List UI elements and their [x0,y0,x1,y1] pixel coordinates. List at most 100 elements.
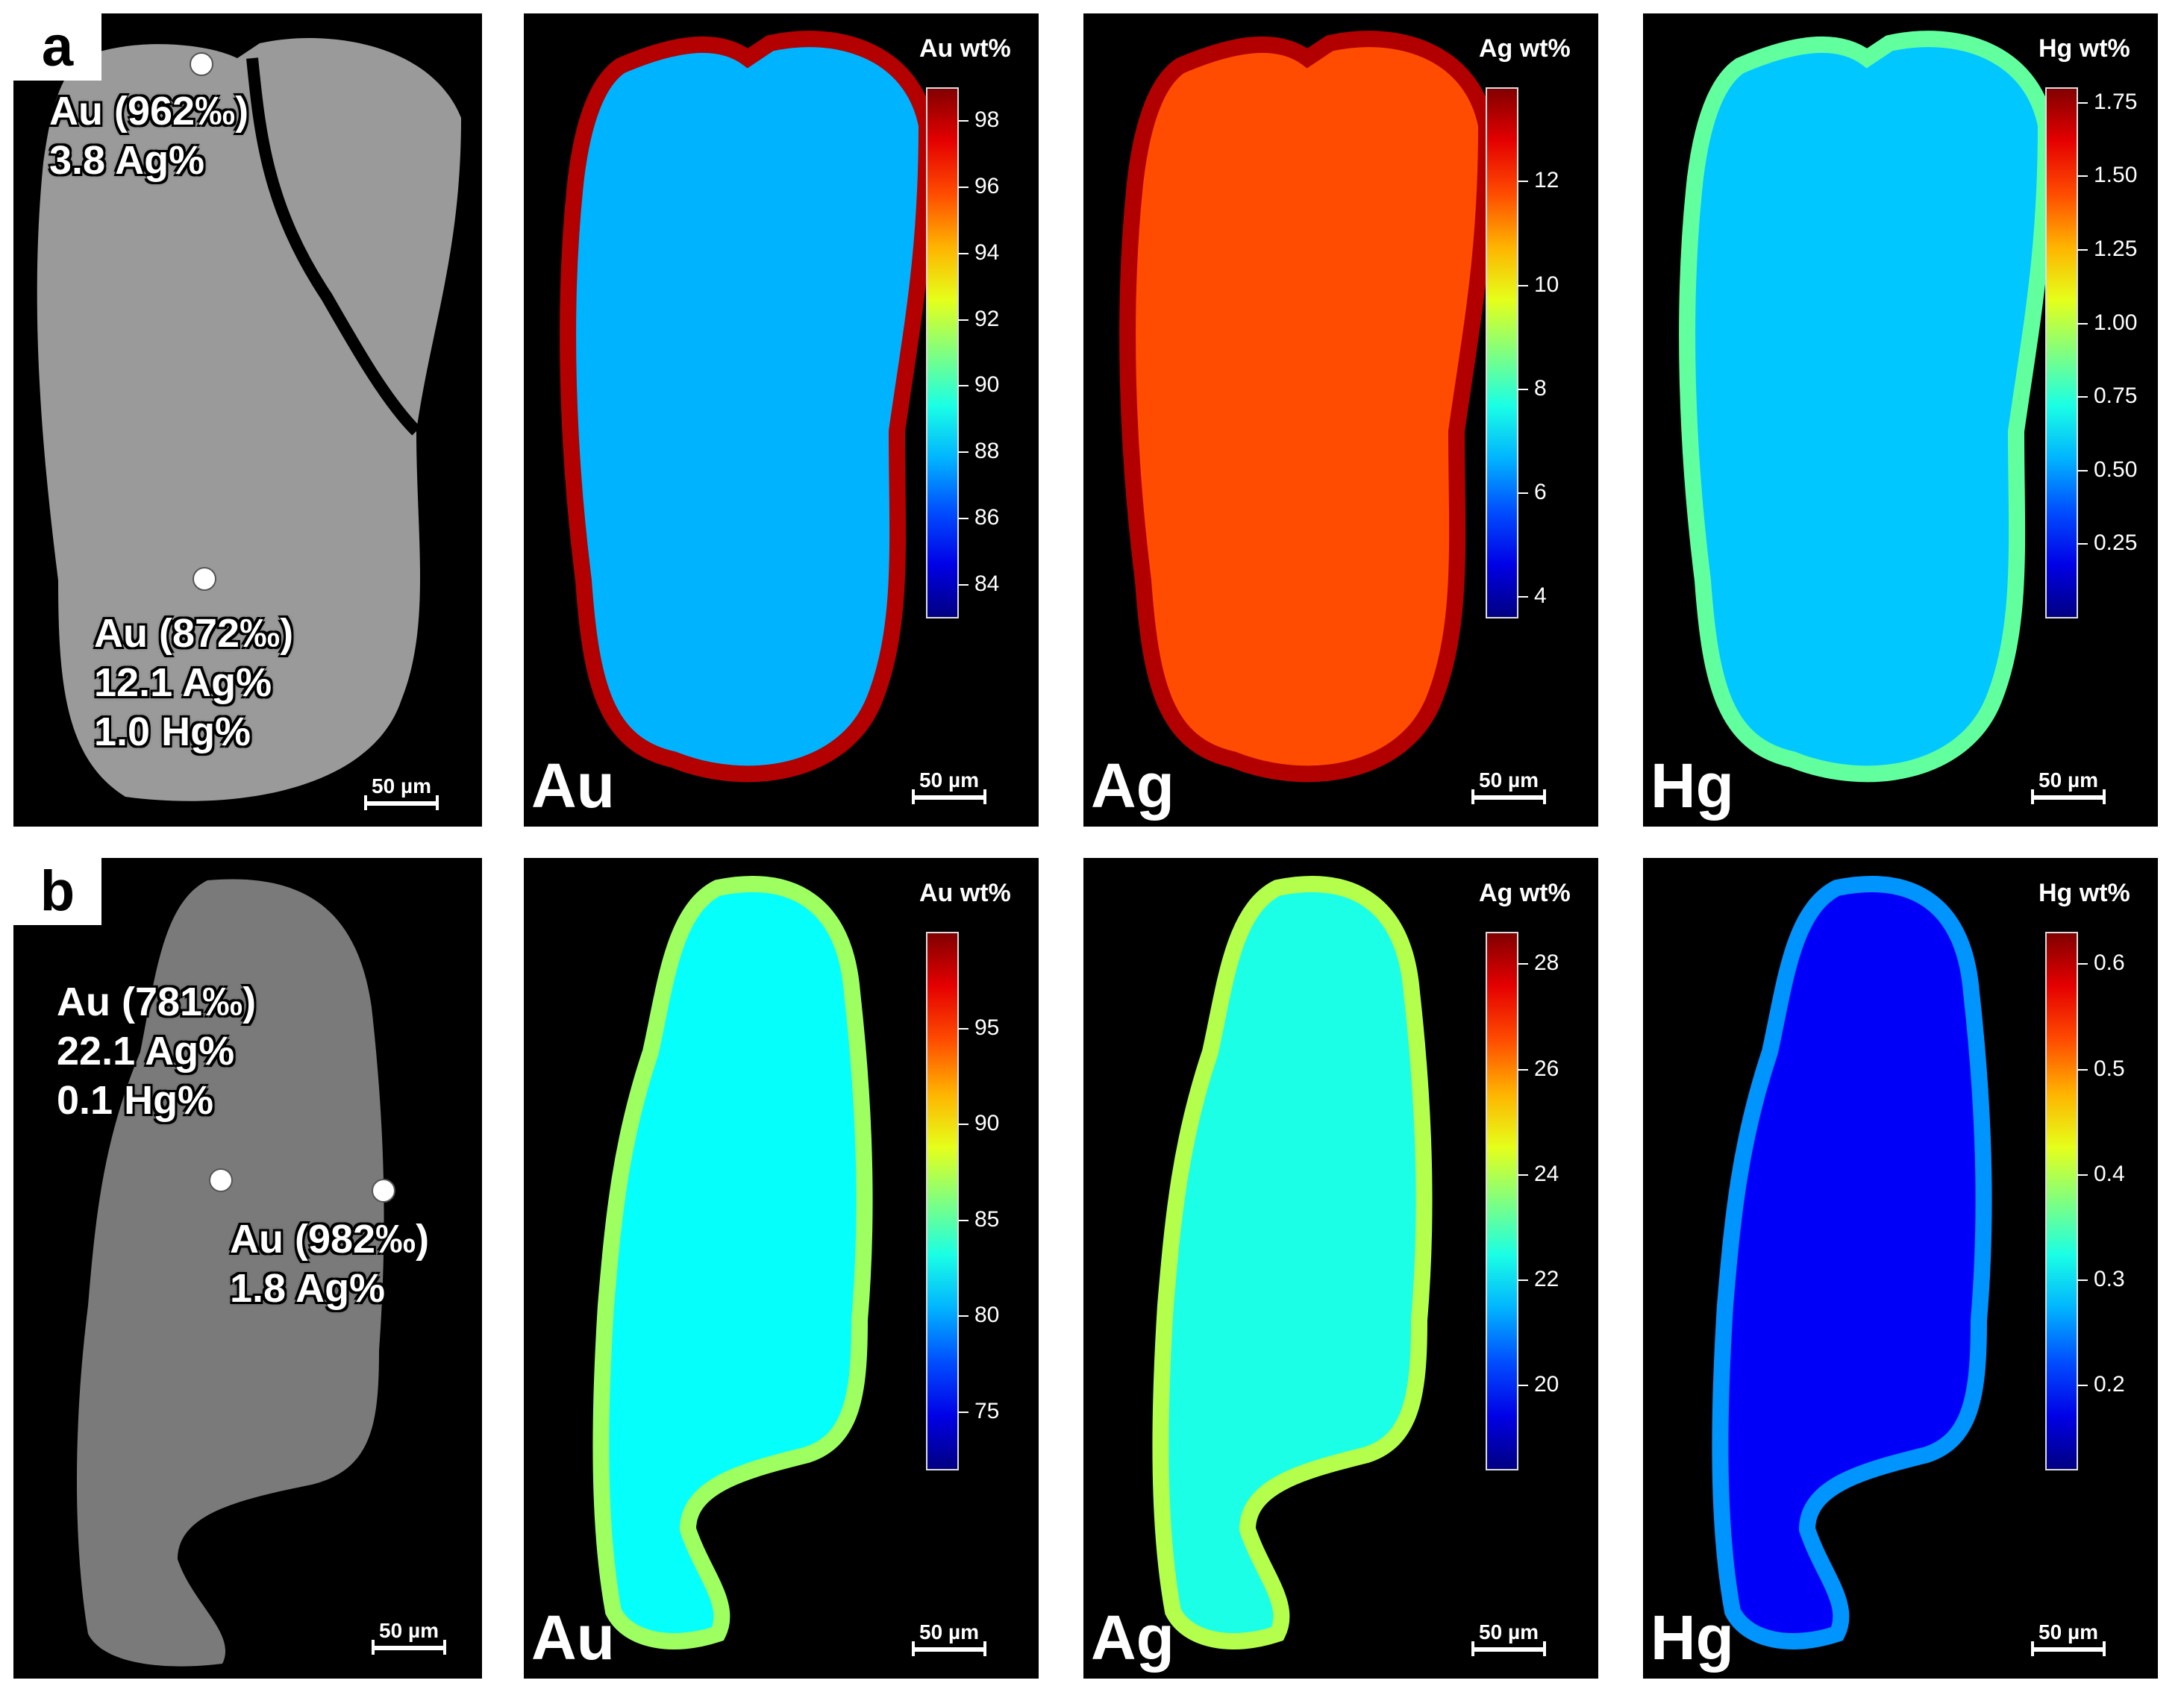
colorbar-tick-label: 98 [957,107,1000,133]
colorbar-tick-label: 1.25 [2077,236,2138,261]
scale-bar: 50 µm [364,774,439,810]
annotation-a-2: Au (872‰) 12.1 Ag% 1.0 Hg% [94,609,293,756]
colorbar-tick-label: 0.75 [2077,383,2138,409]
colorbar-tick-label: 8 [1518,375,1547,401]
colorbar-tick-label: 28 [1517,950,1559,976]
grain-crack [246,57,421,436]
colorbar-tick-label: 90 [957,1111,1000,1136]
scale-bar-label: 50 µm [919,768,979,792]
colorbar-tick-label: 75 [957,1398,1000,1423]
element-map-image [560,31,959,783]
element-label: Ag [1091,1602,1174,1673]
scale-bar-label: 50 µm [372,774,431,798]
colorbar-tick-label: 1.50 [2077,163,2138,188]
colorbar-tick-label: 0.3 [2077,1266,2125,1291]
colorbar-tick-label: 0.4 [2077,1161,2125,1186]
annotation-line: 22.1 Ag% [57,1029,235,1074]
grain-shape [560,31,936,783]
annotation-b-2: Au (982‰) 1.8 Ag% [230,1215,429,1313]
scale-bar-label: 50 µm [1479,768,1539,792]
colorbar-title: Au wt% [919,879,1011,907]
grain-shape [77,879,384,1667]
colorbar-tick-label: 0.6 [2077,950,2125,976]
scale-bar-label: 50 µm [919,1620,979,1644]
element-map-image [1712,876,2078,1649]
panel-a-ag-map: Ag wt% 12 10 8 6 4 Ag 50 µm [1083,13,1598,827]
analysis-spot [193,567,216,591]
colorbar [926,932,959,1470]
scale-bar: 50 µm [912,1620,986,1656]
colorbar-tick-label: 1.00 [2077,310,2138,335]
colorbar-tick-label: 86 [957,504,1000,530]
scale-bar-label: 50 µm [2038,768,2098,792]
panel-b-au-map: Au wt% 95 90 85 80 75 Au 50 µm [524,858,1039,1679]
colorbar-tick-label: 88 [957,439,1000,464]
annotation-line: Au (962‰) [49,89,249,134]
colorbar-tick-label: 96 [957,174,1000,199]
colorbar [1486,932,1518,1470]
scale-bar: 50 µm [1471,1620,1546,1656]
colorbar-title: Au wt% [919,34,1011,63]
row-label-b: b [13,858,101,925]
element-label: Ag [1091,751,1174,821]
analysis-spot [190,52,213,76]
panel-b-hg-map: Hg wt% 0.6 0.5 0.4 0.3 0.2 Hg 50 µm [1643,858,2158,1679]
scale-bar-label: 50 µm [1479,1620,1539,1644]
grain-shape [1119,31,1495,783]
colorbar-tick-label: 20 [1517,1372,1559,1397]
grain-shape [1712,876,1992,1649]
grain-b-bse-image [77,879,384,1667]
colorbar [2045,932,2078,1470]
scale-bar: 50 µm [912,768,986,804]
scale-bar: 50 µm [372,1619,446,1655]
scale-bar: 50 µm [2031,1620,2106,1656]
colorbar-tick-label: 12 [1517,168,1559,193]
colorbar-tick-label: 80 [957,1303,1000,1328]
scale-bar-label: 50 µm [2038,1620,2098,1644]
colorbar-tick-label: 6 [1518,479,1547,504]
colorbar-tick-label: 0.50 [2077,457,2138,482]
colorbar-title: Hg wt% [2038,879,2130,907]
scale-bar: 50 µm [1471,768,1546,804]
colorbar-tick-label: 0.2 [2077,1372,2125,1397]
panel-a-hg-map: Hg wt% 1.75 1.50 1.25 1.00 0.75 0.50 0.25 Hg 50 µ… [1643,13,2158,827]
colorbar-tick-label: 1.75 [2077,89,2138,114]
element-label: Au [531,1602,615,1673]
annotation-line: Au (781‰) [57,980,257,1024]
colorbar-title: Ag wt% [1479,34,1571,63]
element-map-image [1152,876,1518,1649]
grain-shape [1679,31,2055,783]
colorbar-tick-label: 94 [957,239,1000,265]
colorbar-tick-label: 24 [1517,1161,1559,1186]
colorbar-title: Hg wt% [2038,34,2130,63]
annotation-b-1: Au (781‰) 22.1 Ag% 0.1 Hg% [57,977,256,1125]
annotation-line: Au (872‰) [94,611,294,656]
panel-a-au-map: Au wt% 98 96 94 92 90 88 86 84 Au 50 µm [524,13,1039,827]
element-label: Hg [1650,1602,1734,1673]
annotation-line: Au (982‰) [230,1217,430,1262]
grain-shape [1152,876,1433,1649]
colorbar [926,87,959,618]
colorbar [2045,87,2078,618]
annotation-line: 0.1 Hg% [57,1078,214,1123]
colorbar-tick-label: 10 [1517,272,1559,297]
panel-b-ag-map: Ag wt% 28 26 24 22 20 Ag 50 µm [1083,858,1598,1679]
scale-bar-label: 50 µm [379,1619,439,1642]
panel-b-bse: b Au (781‰) 22.1 Ag% 0.1 Hg% Au (982‰) 1… [13,858,482,1679]
colorbar-tick-label: 95 [957,1015,1000,1040]
colorbar-tick-label: 0.5 [2077,1056,2125,1081]
element-map-image [1679,31,2078,783]
annotation-line: 1.0 Hg% [94,709,251,754]
colorbar-title: Ag wt% [1479,879,1571,907]
element-label: Au [531,751,615,821]
colorbar-tick-label: 92 [957,306,1000,331]
colorbar-tick-label: 22 [1517,1266,1559,1291]
colorbar [1486,87,1518,618]
grain-a-bse-image [37,38,462,801]
element-map-image [1119,31,1518,783]
grain-shape [592,876,873,1649]
colorbar-tick-label: 4 [1518,583,1547,609]
annotation-a-1: Au (962‰) 3.8 Ag% [49,87,248,185]
element-label: Hg [1650,751,1734,821]
analysis-spot [372,1179,395,1203]
